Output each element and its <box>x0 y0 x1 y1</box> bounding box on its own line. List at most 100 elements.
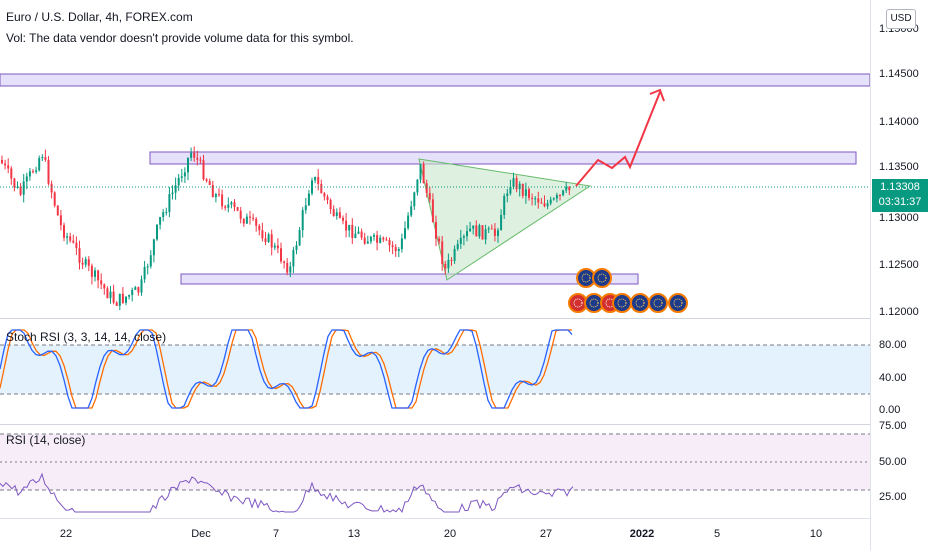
candle-body <box>270 234 273 248</box>
chart-canvas[interactable] <box>0 0 871 550</box>
candle-body <box>490 228 493 230</box>
candle-body <box>286 262 289 273</box>
candle-body <box>552 198 555 200</box>
rsi-title[interactable]: RSI (14, close) <box>6 433 86 447</box>
candle-body <box>118 293 121 306</box>
candle-body <box>276 245 279 249</box>
candle-body <box>537 198 540 203</box>
pane-divider-stoch[interactable] <box>0 318 932 319</box>
candle-body <box>369 236 372 242</box>
candle-body <box>128 295 131 297</box>
candle-body <box>255 218 258 226</box>
candle-body <box>63 225 65 238</box>
candle-body <box>524 189 527 196</box>
candle-body <box>100 280 103 285</box>
candle-body <box>109 291 112 299</box>
candle-body <box>4 163 7 166</box>
candle-body <box>323 193 326 197</box>
candle-body <box>134 287 137 290</box>
candle-body <box>171 192 174 195</box>
candle-body <box>487 228 490 230</box>
candle-body <box>22 181 25 195</box>
candle-body <box>32 171 34 173</box>
candle-body <box>1 160 3 164</box>
candle-body <box>466 231 468 237</box>
candle-body <box>314 176 317 181</box>
candle-body <box>453 248 456 261</box>
flag-detail <box>673 298 683 308</box>
candle-body <box>351 224 354 239</box>
stoch-d-line <box>0 329 572 409</box>
candle-body <box>249 216 251 218</box>
candle-body <box>112 291 115 303</box>
candle-body <box>97 270 100 281</box>
time-axis-divider <box>0 518 870 519</box>
candle-body <box>16 186 19 188</box>
candle-body <box>75 242 78 249</box>
candle-body <box>159 217 162 225</box>
rsi-axis-label: 50.00 <box>879 456 907 468</box>
candle-body <box>125 296 127 303</box>
candle-body <box>500 214 503 231</box>
candle-body <box>565 186 568 191</box>
candle-body <box>469 228 472 232</box>
candle-body <box>218 194 220 196</box>
candle-body <box>484 229 487 240</box>
candle-body <box>509 186 512 194</box>
candle-body <box>10 168 13 179</box>
candle-body <box>84 259 87 265</box>
candle-body <box>540 202 543 204</box>
candle-body <box>549 199 552 204</box>
candle-body <box>388 240 391 246</box>
candle-body <box>317 176 320 184</box>
stoch-rsi-title[interactable]: Stoch RSI (3, 3, 14, 14, close) <box>6 330 167 344</box>
candle-body <box>152 239 155 256</box>
candle-body <box>205 179 208 182</box>
candle-body <box>35 170 38 172</box>
symbol-title[interactable]: Euro / U.S. Dollar, 4h, FOREX.com <box>6 10 193 24</box>
price-label: 1.12500 <box>879 259 919 271</box>
flag-detail <box>617 298 627 308</box>
price-label: 1.13500 <box>879 161 919 173</box>
candle-body <box>211 185 214 198</box>
price-axis[interactable]: 1.15000 1.14500 1.14000 1.13500 1.13000 … <box>870 0 932 550</box>
candle-body <box>512 178 515 187</box>
candle-body <box>503 196 506 215</box>
candle-body <box>397 249 400 251</box>
candle-body <box>450 259 453 261</box>
candle-body <box>462 236 465 238</box>
candle-body <box>187 157 189 173</box>
candle-body <box>413 192 416 207</box>
flag-detail <box>635 298 645 308</box>
rsi-axis-label: 25.00 <box>879 491 907 503</box>
resistance-zone <box>149 151 857 165</box>
date-label: 10 <box>809 528 823 540</box>
candle-body <box>441 241 444 264</box>
candle-body <box>174 185 177 193</box>
candle-body <box>38 158 41 171</box>
rsi-axis-label: 75.00 <box>879 420 907 432</box>
candle-body <box>146 266 149 268</box>
candle-body <box>78 248 81 263</box>
triangle-pattern <box>418 158 592 281</box>
candle-body <box>121 293 124 303</box>
candle-body <box>472 225 475 229</box>
candle-body <box>534 198 537 200</box>
candle-body <box>115 302 118 306</box>
pane-divider-rsi[interactable] <box>0 424 932 425</box>
candle-body <box>156 224 158 240</box>
currency-button[interactable]: USD <box>886 9 916 29</box>
candle-body <box>289 266 292 273</box>
projection-arrow <box>575 91 661 187</box>
price-label: 1.12000 <box>879 306 919 318</box>
candle-body <box>475 225 478 237</box>
candle-body <box>444 263 447 269</box>
flag-detail <box>597 273 607 283</box>
candle-body <box>543 203 546 207</box>
candle-body <box>301 210 304 231</box>
candle-body <box>292 250 295 267</box>
candle-body <box>66 236 69 238</box>
candle-body <box>447 259 450 269</box>
main-chart-area[interactable] <box>0 0 871 550</box>
stoch-axis-label: 80.00 <box>879 339 907 351</box>
